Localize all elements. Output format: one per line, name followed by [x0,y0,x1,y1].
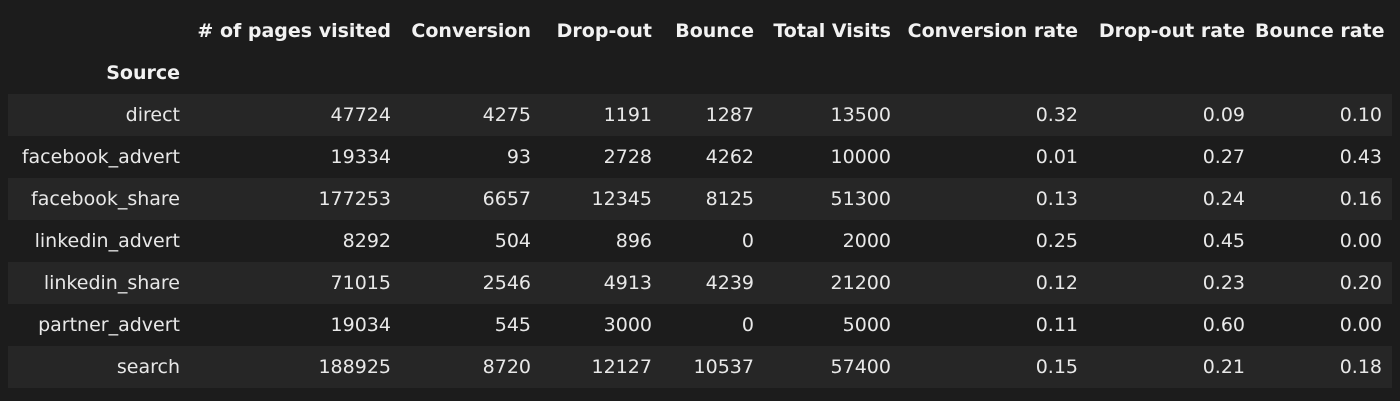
table-cell: 0.13 [901,178,1088,220]
table-cell: 0.20 [1255,262,1392,304]
dataframe-output: # of pages visited Conversion Drop-out B… [8,10,1392,388]
dataframe-table: # of pages visited Conversion Drop-out B… [8,10,1392,388]
row-index-label: partner_advert [8,304,190,346]
header-blank-cell [8,10,190,52]
table-row: partner_advert 19034 545 3000 0 5000 0.11 0.60 0… [8,304,1392,346]
column-header: Conversion rate [901,10,1088,52]
table-cell: 19334 [190,136,401,178]
table-cell: 51300 [764,178,901,220]
table-row: facebook_share 177253 6657 12345 8125 51300 0.… [8,178,1392,220]
table-cell: 0.15 [901,346,1088,388]
table-cell: 1287 [662,94,764,136]
table-cell: 4913 [541,262,662,304]
index-name-header: Source [8,52,190,94]
table-cell: 19034 [190,304,401,346]
table-cell: 896 [541,220,662,262]
table-cell: 504 [401,220,541,262]
table-cell: 10537 [662,346,764,388]
table-cell: 0.23 [1088,262,1255,304]
table-cell: 13500 [764,94,901,136]
table-row: facebook_advert 19334 93 2728 4262 10000 0.01 0… [8,136,1392,178]
column-header: Drop-out rate [1088,10,1255,52]
row-index-label: facebook_advert [8,136,190,178]
table-cell: 0.16 [1255,178,1392,220]
table-cell: 188925 [190,346,401,388]
column-header: Total Visits [764,10,901,52]
row-index-label: direct [8,94,190,136]
table-cell: 0.60 [1088,304,1255,346]
table-cell: 0.24 [1088,178,1255,220]
table-cell: 0.12 [901,262,1088,304]
table-cell: 0.18 [1255,346,1392,388]
table-cell: 0.11 [901,304,1088,346]
table-cell: 2546 [401,262,541,304]
table-cell: 1191 [541,94,662,136]
table-cell: 177253 [190,178,401,220]
table-cell: 21200 [764,262,901,304]
table-cell: 5000 [764,304,901,346]
row-index-label: facebook_share [8,178,190,220]
row-index-label: linkedin_share [8,262,190,304]
table-cell: 0.21 [1088,346,1255,388]
table-cell: 2000 [764,220,901,262]
table-row: linkedin_advert 8292 504 896 0 2000 0.25 0.45 0.… [8,220,1392,262]
table-cell: 12127 [541,346,662,388]
table-cell: 12345 [541,178,662,220]
table-cell: 3000 [541,304,662,346]
index-name-row: Source [8,52,1392,94]
table-cell: 0.10 [1255,94,1392,136]
table-cell: 10000 [764,136,901,178]
table-cell: 71015 [190,262,401,304]
table-cell: 0.09 [1088,94,1255,136]
table-cell: 6657 [401,178,541,220]
row-index-label: search [8,346,190,388]
column-header: Bounce [662,10,764,52]
table-cell: 4262 [662,136,764,178]
column-header: # of pages visited [190,10,401,52]
row-index-label: linkedin_advert [8,220,190,262]
table-cell: 4239 [662,262,764,304]
table-cell: 0 [662,220,764,262]
table-body: direct 47724 4275 1191 1287 13500 0.32 0.09 0.10… [8,94,1392,388]
table-cell: 8720 [401,346,541,388]
table-cell: 4275 [401,94,541,136]
table-cell: 8125 [662,178,764,220]
table-cell: 0.25 [901,220,1088,262]
column-header-row: # of pages visited Conversion Drop-out B… [8,10,1392,52]
table-cell: 0.00 [1255,304,1392,346]
table-cell: 0.01 [901,136,1088,178]
table-cell: 0.32 [901,94,1088,136]
table-row: search 188925 8720 12127 10537 57400 0.15 0.21 0… [8,346,1392,388]
column-header: Drop-out [541,10,662,52]
table-cell: 545 [401,304,541,346]
table-cell: 0.45 [1088,220,1255,262]
table-row: linkedin_share 71015 2546 4913 4239 21200 0.12… [8,262,1392,304]
table-cell: 0 [662,304,764,346]
table-cell: 93 [401,136,541,178]
table-header: # of pages visited Conversion Drop-out B… [8,10,1392,94]
table-cell: 57400 [764,346,901,388]
column-header: Bounce rate [1255,10,1392,52]
column-header: Conversion [401,10,541,52]
table-cell: 8292 [190,220,401,262]
table-row: direct 47724 4275 1191 1287 13500 0.32 0.09 0.10 [8,94,1392,136]
table-cell: 47724 [190,94,401,136]
table-cell: 0.27 [1088,136,1255,178]
table-cell: 0.00 [1255,220,1392,262]
table-cell: 2728 [541,136,662,178]
table-cell: 0.43 [1255,136,1392,178]
